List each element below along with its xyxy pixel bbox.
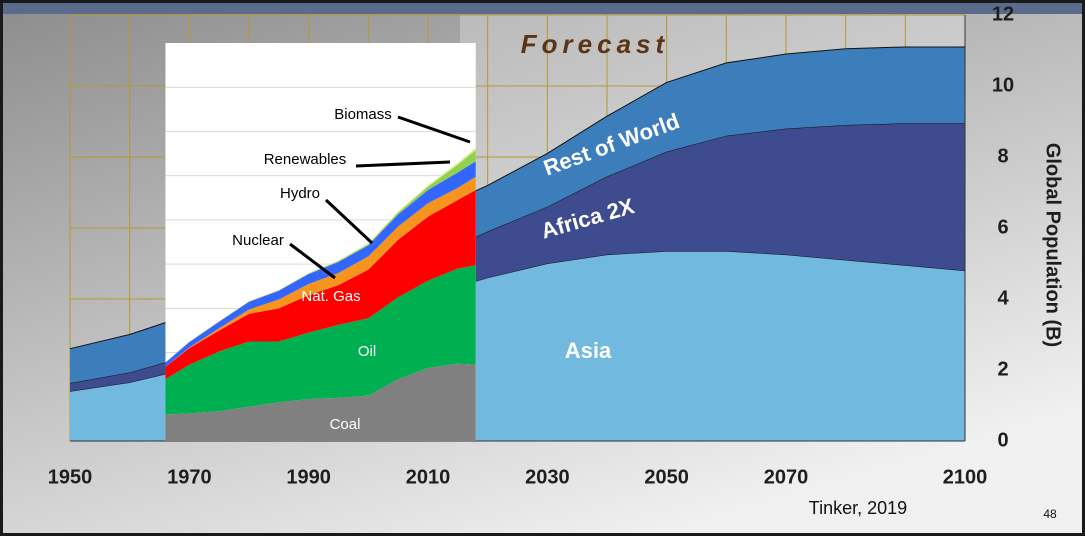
area xyxy=(165,176,476,367)
y-tick-label: 10 xyxy=(992,74,1014,96)
y-tick-label: 8 xyxy=(997,145,1008,167)
inset-label: Nat. Gas xyxy=(301,288,360,305)
leader-lines xyxy=(289,115,471,280)
y-tick-label: 6 xyxy=(997,216,1008,238)
x-tick-label: 1990 xyxy=(286,466,331,488)
inset-label: Coal xyxy=(330,416,361,433)
x-tick-label: 1970 xyxy=(167,466,212,488)
leader-line xyxy=(289,242,336,280)
y-axis-title: Global Population (B) xyxy=(1042,143,1064,347)
x-tick-label: 2010 xyxy=(406,466,451,488)
x-tick-label: 1950 xyxy=(48,466,93,488)
area xyxy=(165,161,476,367)
page-number: 48 xyxy=(1043,507,1057,521)
x-tick-label: 2050 xyxy=(644,466,689,488)
x-tick-label: 2100 xyxy=(943,466,988,488)
area-label: Asia xyxy=(565,338,612,363)
inset-label: Hydro xyxy=(280,185,320,202)
x-tick-label: 2030 xyxy=(525,466,570,488)
leader-line xyxy=(324,198,374,245)
area xyxy=(165,363,476,441)
y-tick-label: 4 xyxy=(997,287,1009,309)
y-tick-label: 12 xyxy=(992,3,1014,25)
area xyxy=(165,190,476,380)
forecast-label: Forecast xyxy=(521,29,669,59)
inset-label: Renewables xyxy=(264,151,347,168)
x-tick-label: 2070 xyxy=(764,466,809,488)
leader-line xyxy=(397,115,471,144)
y-tick-label: 0 xyxy=(997,429,1008,451)
area xyxy=(165,265,476,415)
leader-line xyxy=(355,160,451,168)
inset-label: Nuclear xyxy=(232,232,284,249)
source: Tinker, 2019 xyxy=(809,498,907,518)
inset-label: Oil xyxy=(358,343,376,360)
top-band xyxy=(0,0,1085,14)
y-tick-label: 2 xyxy=(997,358,1008,380)
inset-label: Biomass xyxy=(334,106,392,123)
